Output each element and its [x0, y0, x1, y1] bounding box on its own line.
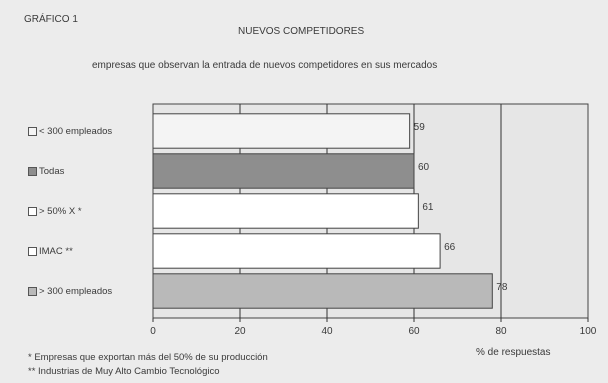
- data-label: 78: [496, 282, 508, 293]
- category-label: IMAC **: [28, 244, 73, 258]
- bar: [152, 113, 411, 149]
- x-tick-label: 60: [408, 326, 420, 337]
- category-label: Todas: [28, 164, 64, 178]
- data-label: 60: [418, 162, 430, 173]
- legend-swatch: [28, 206, 37, 216]
- legend-swatch: [28, 166, 37, 176]
- bar: [152, 273, 493, 309]
- legend-swatch: [28, 126, 37, 136]
- bar: [152, 193, 419, 229]
- category-label-text: > 50% X *: [39, 205, 82, 217]
- category-label-text: Todas: [39, 165, 65, 177]
- x-tick-label: 80: [495, 326, 507, 337]
- x-tick-label: 20: [234, 326, 246, 337]
- legend-swatch: [28, 246, 37, 256]
- figure-label: GRÁFICO 1: [24, 14, 78, 25]
- category-label: < 300 empleados: [28, 124, 112, 138]
- category-label-text: > 300 empleados: [39, 285, 113, 297]
- category-label-text: < 300 empleados: [39, 125, 113, 137]
- category-label-text: IMAC **: [39, 245, 73, 257]
- x-tick-label: 40: [321, 326, 333, 337]
- category-label: > 50% X *: [28, 204, 82, 218]
- data-label: 59: [414, 122, 426, 133]
- chart-subtitle: empresas que observan la entrada de nuev…: [92, 60, 438, 71]
- legend-swatch: [28, 286, 37, 296]
- bar: [152, 153, 415, 189]
- data-label: 66: [444, 242, 456, 253]
- x-tick-label: 0: [150, 326, 156, 337]
- chart-title: NUEVOS COMPETIDORES: [238, 26, 365, 37]
- x-axis-label: % de respuestas: [476, 347, 551, 358]
- x-tick-label: 100: [580, 326, 597, 337]
- category-label: > 300 empleados: [28, 284, 112, 298]
- footnote-2: ** Industrias de Muy Alto Cambio Tecnoló…: [28, 366, 220, 377]
- bar: [152, 233, 441, 269]
- data-label: 61: [422, 202, 434, 213]
- footnote-1: * Empresas que exportan más del 50% de s…: [28, 352, 268, 363]
